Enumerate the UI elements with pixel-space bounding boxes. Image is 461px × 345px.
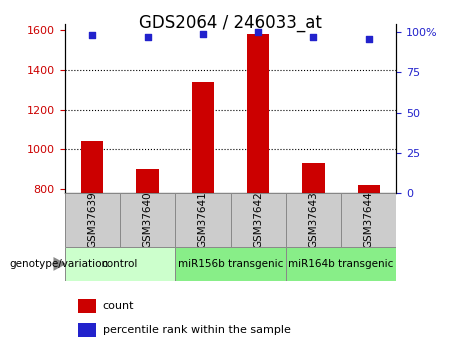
Bar — [247, 34, 269, 193]
Point — [254, 29, 262, 35]
Text: miR156b transgenic: miR156b transgenic — [178, 259, 283, 269]
Polygon shape — [53, 257, 66, 271]
Bar — [230, 193, 286, 247]
Text: genotype/variation: genotype/variation — [9, 259, 108, 269]
Text: control: control — [102, 259, 138, 269]
Bar — [65, 193, 120, 247]
Bar — [192, 82, 214, 193]
Text: GSM37639: GSM37639 — [87, 191, 97, 248]
Text: GSM37641: GSM37641 — [198, 191, 208, 248]
Bar — [286, 193, 341, 247]
Bar — [175, 193, 230, 247]
Text: GDS2064 / 246033_at: GDS2064 / 246033_at — [139, 14, 322, 32]
Text: GSM37644: GSM37644 — [364, 191, 374, 248]
Text: GSM37643: GSM37643 — [308, 191, 319, 248]
Point — [365, 36, 372, 41]
Bar — [286, 247, 396, 281]
Point — [310, 34, 317, 40]
Bar — [81, 141, 103, 193]
Bar — [120, 193, 175, 247]
Bar — [78, 299, 96, 313]
Bar — [136, 169, 159, 193]
Bar — [341, 193, 396, 247]
Bar — [65, 247, 175, 281]
Text: miR164b transgenic: miR164b transgenic — [289, 259, 394, 269]
Bar — [175, 247, 286, 281]
Bar — [78, 323, 96, 337]
Text: GSM37640: GSM37640 — [142, 191, 153, 248]
Text: GSM37642: GSM37642 — [253, 191, 263, 248]
Point — [199, 31, 207, 37]
Bar — [358, 185, 380, 193]
Text: count: count — [103, 301, 134, 311]
Bar — [302, 164, 325, 193]
Text: percentile rank within the sample: percentile rank within the sample — [103, 325, 290, 335]
Point — [144, 34, 151, 40]
Point — [89, 33, 96, 38]
